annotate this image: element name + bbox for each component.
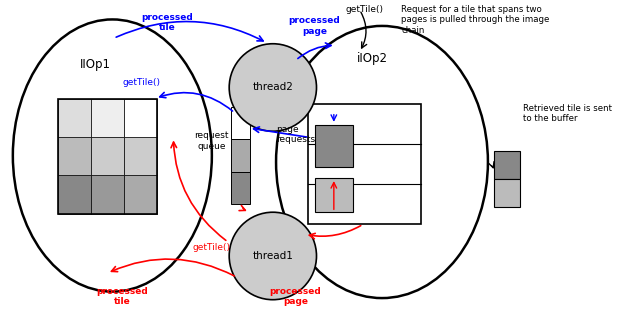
Text: thread1: thread1 (252, 251, 293, 261)
Text: getTile(): getTile() (193, 243, 231, 252)
Bar (124, 99, 157, 137)
Ellipse shape (229, 212, 317, 300)
Bar (231, 107, 250, 139)
Ellipse shape (13, 19, 212, 292)
Text: request
queue: request queue (195, 131, 229, 151)
Bar (124, 137, 157, 176)
Bar (315, 178, 353, 212)
Text: iIOp2: iIOp2 (357, 52, 388, 65)
Bar (58, 99, 91, 137)
Bar (91, 176, 124, 214)
Ellipse shape (229, 44, 317, 131)
Ellipse shape (276, 26, 488, 298)
Text: Retrieved tile is sent
to the buffer: Retrieved tile is sent to the buffer (523, 104, 612, 123)
Text: processed
page: processed page (289, 16, 340, 36)
Bar (124, 176, 157, 214)
Text: page
requests: page requests (276, 125, 315, 144)
Bar (91, 99, 124, 137)
Text: getTile(): getTile() (122, 78, 160, 87)
Bar (494, 179, 520, 207)
Bar (58, 137, 91, 176)
Text: thread2: thread2 (252, 83, 293, 92)
Bar (231, 139, 250, 172)
Bar (494, 151, 520, 179)
Bar (308, 104, 421, 224)
Text: getTile(): getTile() (345, 5, 383, 14)
Text: processed
page: processed page (270, 287, 321, 306)
Text: processed
tile: processed tile (141, 13, 193, 32)
Bar (58, 176, 91, 214)
Bar (58, 99, 157, 214)
Bar (231, 172, 250, 204)
Bar (315, 125, 353, 167)
Text: Request for a tile that spans two
pages is pulled through the image
chain: Request for a tile that spans two pages … (401, 5, 550, 35)
Text: IIOp1: IIOp1 (80, 58, 110, 71)
Text: processed
tile: processed tile (96, 287, 148, 306)
Bar (91, 137, 124, 176)
